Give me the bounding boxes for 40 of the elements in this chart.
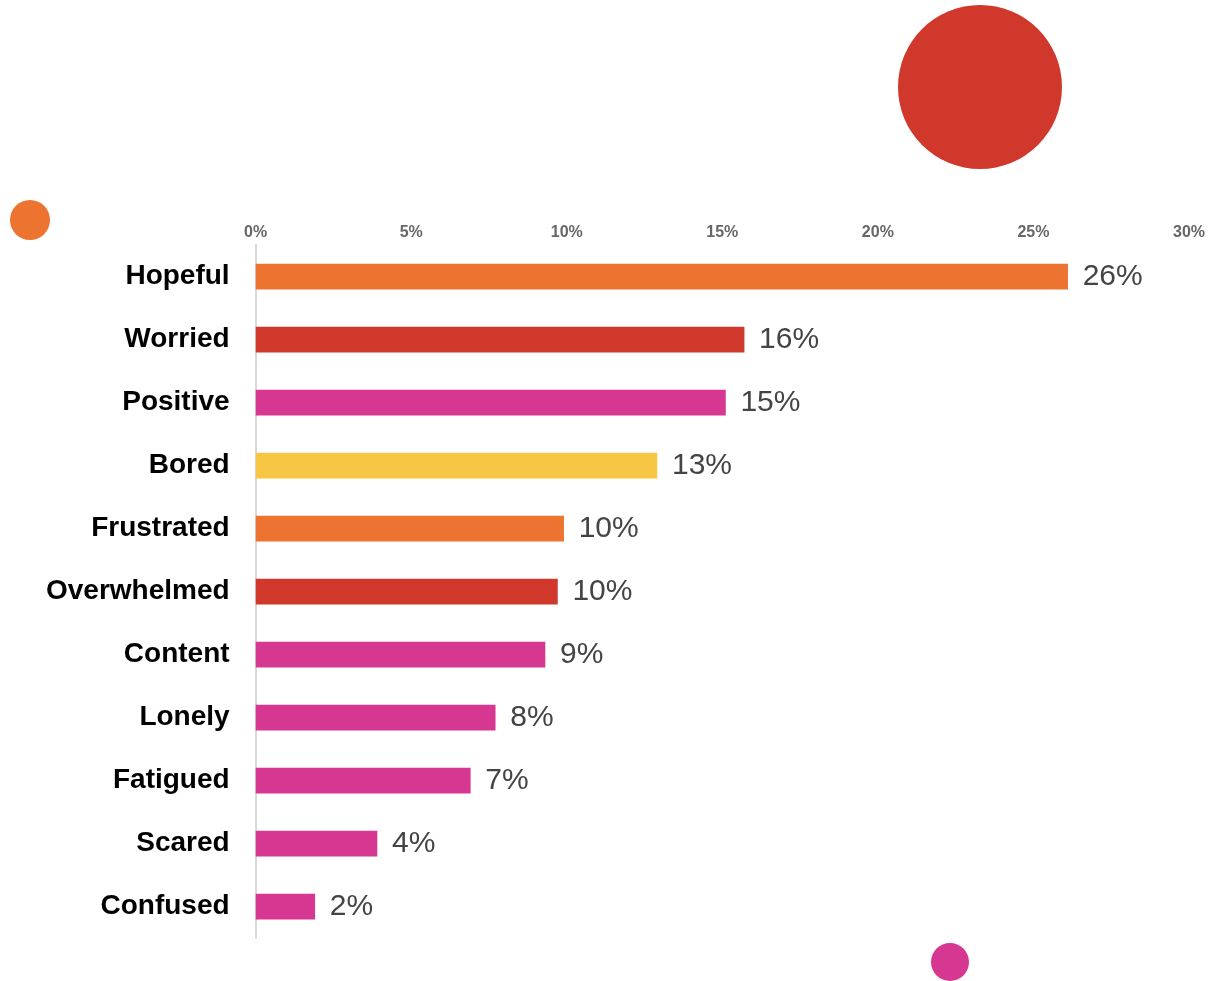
data-label: 8% [510, 698, 554, 732]
y-tick-label: Positive [122, 385, 230, 417]
bar [255, 830, 378, 857]
bar [255, 641, 546, 668]
y-tick-label: Bored [148, 448, 230, 480]
data-label: 26% [1082, 257, 1143, 291]
y-tick-label: Confused [100, 889, 230, 921]
bar [255, 893, 316, 920]
data-label: 13% [671, 446, 733, 480]
data-label: 2% [329, 887, 374, 921]
y-tick-label: Frustrated [91, 511, 230, 543]
data-label: 7% [485, 761, 529, 795]
bar [255, 452, 658, 479]
y-tick-label: Overwhelmed [45, 574, 230, 606]
y-tick-label: Hopeful [125, 259, 230, 291]
bar [255, 578, 558, 605]
x-tick-label: 30% [1172, 223, 1206, 241]
x-tick-label: 10% [550, 223, 583, 241]
y-tick-label: Worried [124, 322, 230, 354]
data-label: 4% [391, 824, 436, 858]
bar [255, 326, 745, 353]
bar [255, 704, 496, 731]
data-label: 16% [759, 320, 820, 354]
y-tick-label: Fatigued [112, 763, 230, 795]
bar [255, 515, 564, 542]
x-tick-label: 20% [861, 223, 894, 241]
x-tick-label: 0% [244, 223, 268, 241]
y-tick-label: Scared [136, 826, 230, 858]
x-tick-label: 15% [706, 223, 739, 241]
data-label: 10% [578, 509, 639, 543]
y-tick-label: Content [123, 637, 230, 669]
x-tick-label: 5% [399, 223, 423, 241]
bar [255, 263, 1068, 290]
x-tick-label: 25% [1017, 223, 1050, 241]
bar [255, 389, 726, 416]
bar [255, 767, 471, 794]
data-label: 15% [740, 383, 801, 417]
data-label: 9% [559, 635, 604, 669]
y-tick-label: Lonely [139, 700, 231, 732]
data-label: 10% [572, 572, 633, 606]
